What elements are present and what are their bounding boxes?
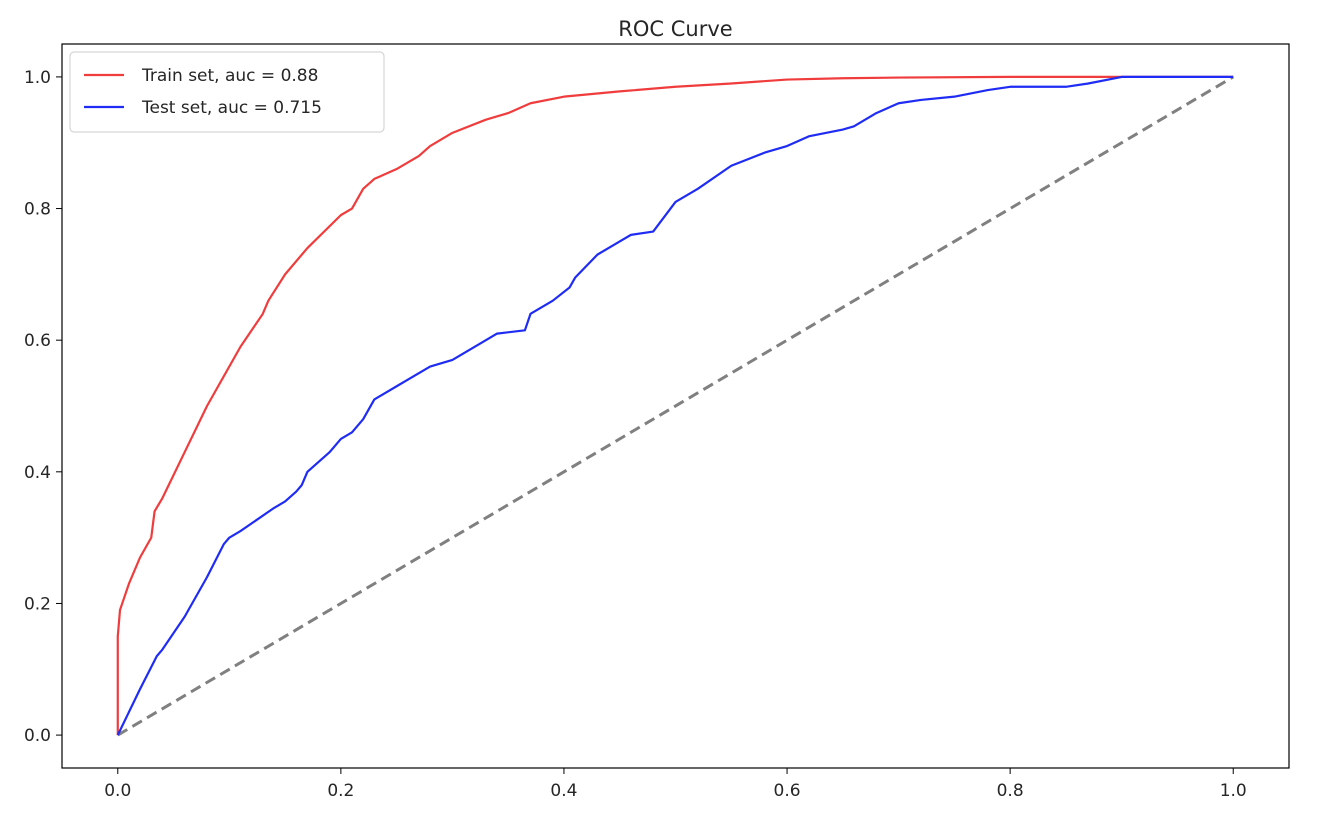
- legend: Train set, auc = 0.88 Test set, auc = 0.7…: [69, 51, 385, 133]
- axes-frame: [61, 43, 1290, 769]
- y-tick-label: 0.2: [24, 594, 51, 614]
- legend-box: [69, 51, 385, 133]
- y-tick-label: 0.6: [24, 331, 51, 351]
- series-layer: [116, 75, 1234, 737]
- y-axis: 0.0 0.2 0.4 0.6 0.8 1.0: [24, 68, 62, 746]
- test-roc-line: [116, 75, 1234, 736]
- legend-label: Test set, auc = 0.715: [141, 98, 322, 118]
- x-axis: 0.0 0.2 0.4 0.6 0.8 1.0: [104, 768, 1247, 801]
- y-tick-label: 0.0: [24, 726, 51, 746]
- x-tick-label: 0.6: [774, 781, 801, 801]
- diagonal-reference-line: [117, 75, 1234, 737]
- x-tick-label: 0.0: [104, 781, 131, 801]
- chart-title: ROC Curve: [618, 17, 732, 41]
- y-tick-label: 1.0: [24, 68, 51, 88]
- train-roc-line: [116, 75, 1234, 736]
- x-tick-label: 0.2: [327, 781, 354, 801]
- y-tick-label: 0.8: [24, 200, 51, 220]
- legend-label: Train set, auc = 0.88: [141, 66, 318, 86]
- x-tick-label: 0.8: [997, 781, 1024, 801]
- x-tick-label: 0.4: [550, 781, 577, 801]
- x-tick-label: 1.0: [1220, 781, 1247, 801]
- y-tick-label: 0.4: [24, 463, 51, 483]
